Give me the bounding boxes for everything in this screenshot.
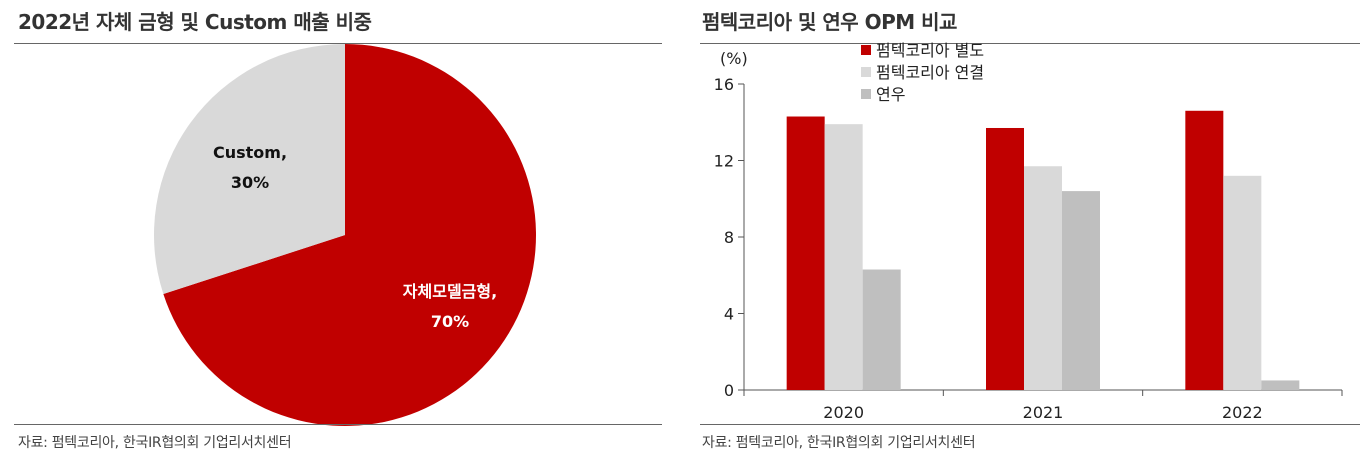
y-tick-label: 0 [724, 381, 734, 400]
bar-2022-series-3 [1261, 380, 1300, 390]
bar-2021-series-3 [1062, 191, 1100, 390]
legend-swatch [861, 89, 871, 99]
bar-2021-series-2 [1024, 166, 1062, 390]
bar-2022-series-2 [1223, 175, 1262, 390]
y-tick-label: 16 [714, 75, 734, 94]
legend-swatch [861, 45, 871, 55]
pie-panel: 2022년 자체 금형 및 Custom 매출 비중 자체모델금형, 70% Cus… [0, 0, 662, 468]
legend-swatch [861, 67, 871, 77]
title-rule [14, 43, 662, 44]
pie-slice-1 [163, 44, 536, 426]
legend-label: 펌텍코리아 별도 [876, 41, 984, 60]
pie-chart-title: 2022년 자체 금형 및 Custom 매출 비중 [18, 10, 372, 34]
source-rule [14, 424, 662, 425]
bar-panel: 펌텍코리아 및 연우 OPM 비교 (%) 0 4 8 12 16 2020 2021 2022… [700, 0, 1360, 468]
bar-source-note: 자료: 펌텍코리아, 한국IR협의회 기업리서치센터 [702, 435, 976, 451]
pie-slice-label: 자체모델금형, [403, 282, 497, 301]
pie-source-note: 자료: 펌텍코리아, 한국IR협의회 기업리서치센터 [18, 435, 292, 451]
bar-chart-title: 펌텍코리아 및 연우 OPM 비교 [702, 10, 957, 34]
pie-slice-label: Custom, [213, 143, 287, 162]
y-tick-label: 12 [714, 152, 734, 171]
pie-slice-percent: 70% [431, 312, 469, 331]
x-tick-label: 2020 [823, 403, 864, 422]
pie-slice-2 [154, 44, 345, 295]
x-tick-label: 2022 [1222, 403, 1263, 422]
title-rule [700, 43, 1360, 44]
x-tick-label: 2021 [1023, 403, 1064, 422]
pie-slice-percent: 30% [231, 173, 269, 192]
y-axis-unit-label: (%) [720, 49, 748, 68]
source-rule [700, 424, 1360, 425]
bar-2020-series-2 [824, 124, 863, 390]
y-tick-label: 8 [724, 228, 734, 247]
legend-label: 펌텍코리아 연결 [876, 63, 984, 82]
bar-2021-series-1 [986, 127, 1024, 391]
bar-2022-series-1 [1185, 110, 1224, 391]
legend-label: 연우 [876, 85, 905, 104]
bar-2020-series-3 [862, 269, 901, 390]
y-tick-label: 4 [724, 305, 734, 324]
bar-2020-series-1 [786, 116, 825, 390]
pie-chart: 자체모델금형, 70% Custom, 30% [154, 44, 536, 426]
